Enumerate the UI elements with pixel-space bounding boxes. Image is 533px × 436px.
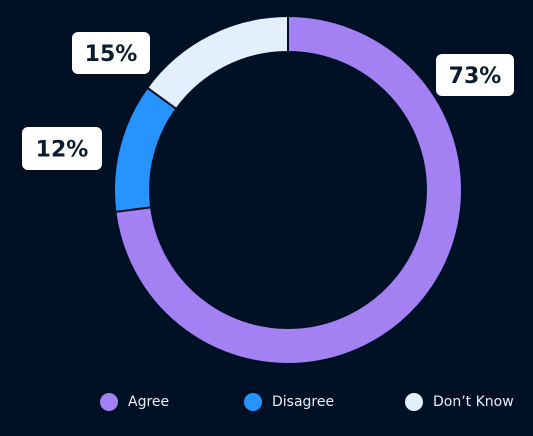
data-label-text-disagree: 12% xyxy=(36,138,89,163)
legend: Agree Disagree Don’t Know xyxy=(0,390,533,414)
data-label-box-dont-know xyxy=(72,32,150,74)
legend-swatch-disagree xyxy=(244,393,262,411)
data-label-agree: 73% xyxy=(436,54,514,96)
legend-label-agree: Agree xyxy=(128,394,170,410)
legend-item-dont-know: Don’t Know xyxy=(405,390,514,414)
data-label-box-agree xyxy=(436,54,514,96)
data-label-text-dont-know: 15% xyxy=(85,42,138,67)
slice-agree xyxy=(114,14,463,365)
data-label-dont-know: 15% xyxy=(72,32,150,74)
legend-swatch-agree xyxy=(100,393,118,411)
legend-label-dont-know: Don’t Know xyxy=(433,394,514,410)
data-label-disagree: 12% xyxy=(22,127,102,170)
legend-label-disagree: Disagree xyxy=(272,394,335,410)
slice-dont-know xyxy=(145,14,289,111)
slice-disagree xyxy=(113,86,178,213)
legend-item-agree: Agree xyxy=(100,390,169,414)
legend-item-disagree: Disagree xyxy=(244,390,334,414)
data-label-box-disagree xyxy=(22,127,102,170)
legend-swatch-dont-know xyxy=(405,393,423,411)
data-label-text-agree: 73% xyxy=(449,64,502,89)
